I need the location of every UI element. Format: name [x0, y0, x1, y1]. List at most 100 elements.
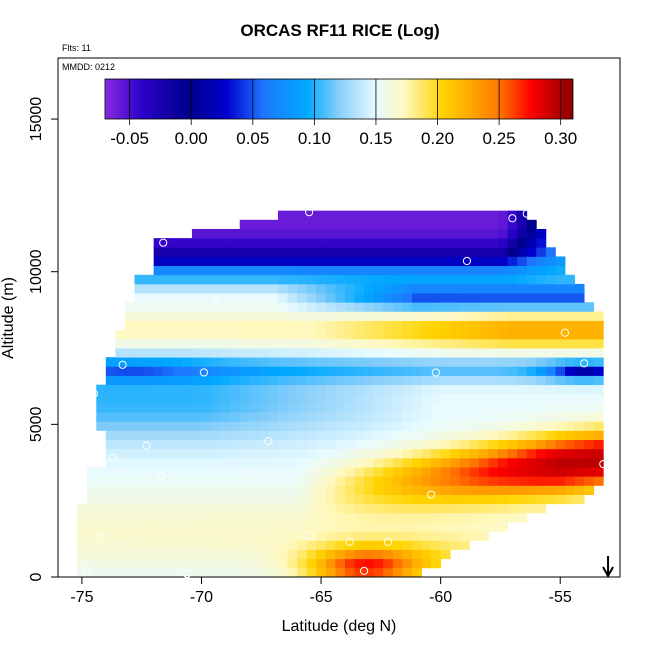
heatmap-cell [306, 238, 317, 248]
heatmap-cell [306, 549, 317, 560]
heatmap-cell [211, 311, 222, 321]
heatmap-cell [565, 348, 575, 358]
heatmap-cell [115, 348, 126, 358]
heatmap-cell [172, 256, 183, 266]
heatmap-cell [574, 366, 585, 376]
heatmap-cell [392, 384, 403, 395]
heatmap-cell [545, 375, 556, 386]
heatmap-cell [316, 549, 327, 560]
profile-point [383, 537, 393, 546]
heatmap-cell [421, 476, 432, 486]
heatmap-cell [507, 476, 518, 486]
heatmap-cell [105, 558, 116, 569]
heatmap-cell [545, 283, 556, 294]
heatmap-cell [478, 503, 489, 514]
heatmap-cell [325, 256, 336, 266]
heatmap-cell [392, 375, 403, 386]
heatmap-cell [268, 439, 279, 450]
heatmap-cell [373, 265, 384, 276]
heatmap-cell [364, 430, 375, 441]
heatmap-cell [191, 567, 202, 577]
heatmap-cell [536, 320, 547, 331]
heatmap-cell [364, 228, 375, 239]
heatmap-cell [402, 467, 413, 477]
heatmap-cell [134, 302, 145, 312]
heatmap-cell [344, 228, 355, 239]
heatmap-cell [498, 357, 508, 367]
heatmap-cell [297, 228, 308, 239]
heatmap-cell [220, 293, 231, 303]
heatmap-cell [584, 338, 595, 349]
heatmap-cell [306, 375, 317, 386]
heatmap-cell [469, 476, 480, 486]
heatmap-cell [526, 228, 537, 239]
heatmap-cell [402, 430, 413, 441]
heatmap-cell [278, 329, 288, 340]
heatmap-cell [134, 293, 145, 303]
heatmap-cell [172, 457, 183, 468]
heatmap-cell [182, 512, 193, 523]
heatmap-cell [450, 457, 461, 468]
heatmap-cell [440, 522, 451, 532]
heatmap-cell [316, 357, 327, 367]
heatmap-cell [191, 540, 202, 550]
heatmap-cell [536, 421, 547, 431]
heatmap-cell [96, 421, 107, 431]
heatmap-cell [459, 256, 470, 266]
heatmap-cell [344, 384, 355, 395]
heatmap-cell [344, 375, 355, 386]
profile-point [183, 569, 192, 579]
heatmap-cell [411, 412, 422, 422]
heatmap-cell [450, 476, 461, 486]
heatmap-cell [124, 512, 135, 523]
heatmap-cell [364, 549, 375, 560]
heatmap-cell [134, 467, 145, 477]
heatmap-cell [383, 329, 394, 340]
heatmap-cell [478, 302, 489, 312]
heatmap-cell [545, 457, 556, 468]
heatmap-cell [593, 421, 604, 431]
heatmap-cell [258, 540, 269, 550]
heatmap-cell [459, 421, 470, 431]
heatmap-cell [488, 329, 499, 340]
heatmap-cell [344, 366, 355, 376]
heatmap-cell [220, 402, 231, 413]
x-axis: -75 -70 -65 -60 -55 [70, 577, 572, 606]
heatmap-cell [383, 256, 394, 266]
heatmap-cell [191, 558, 202, 569]
heatmap-cell [191, 348, 202, 358]
heatmap-cell [498, 338, 508, 349]
heatmap-cell [411, 320, 422, 331]
heatmap-cell [297, 320, 308, 331]
heatmap-cell [459, 238, 470, 248]
heatmap-cell [440, 247, 451, 257]
heatmap-cell [459, 366, 470, 376]
heatmap-cell [364, 421, 375, 431]
heatmap-cell [182, 485, 193, 495]
x-tick-label: -70 [190, 589, 213, 606]
heatmap-cell [584, 448, 595, 459]
heatmap-cell [517, 375, 528, 386]
heatmap-cell [545, 366, 556, 376]
heatmap-cell [450, 293, 461, 303]
heatmap-cell [565, 384, 575, 395]
plot-frame [57, 57, 621, 578]
heatmap-cell [593, 412, 604, 422]
heatmap-cell [354, 329, 365, 340]
heatmap-cell [536, 283, 547, 294]
heatmap-cell [96, 558, 107, 569]
heatmap-cell [316, 430, 327, 441]
heatmap-cell [172, 283, 183, 294]
heatmap-cell [364, 439, 375, 450]
heatmap-cell [297, 421, 308, 431]
heatmap-cell [421, 320, 432, 331]
heatmap-cell [201, 494, 212, 505]
heatmap-cell [498, 476, 508, 486]
heatmap-cell [383, 402, 394, 413]
heatmap-cell [124, 485, 135, 495]
heatmap-cell [498, 228, 508, 239]
heatmap-cell [574, 384, 585, 395]
heatmap-cell [191, 421, 202, 431]
heatmap-cell [555, 283, 566, 294]
